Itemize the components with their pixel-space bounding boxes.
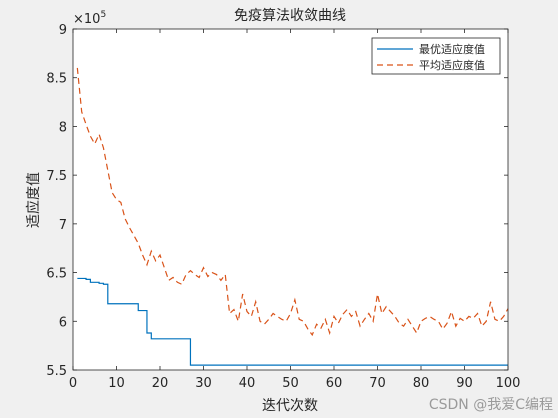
y-axis-label: 适应度值 <box>25 172 42 228</box>
chart-title: 免疫算法收敛曲线 <box>234 8 346 24</box>
y-tick-label: 7.5 <box>46 169 67 184</box>
legend-label-best: 最优适应度值 <box>419 42 485 56</box>
x-tick-label: 70 <box>369 376 386 391</box>
y-exponent-base: ×10 <box>73 12 100 27</box>
y-tick-label: 7 <box>59 218 67 233</box>
x-tick-label: 10 <box>108 376 125 391</box>
y-tick-label: 5.5 <box>46 364 67 379</box>
x-tick-label: 50 <box>282 376 299 391</box>
x-tick-label: 40 <box>239 376 256 391</box>
x-tick-label: 90 <box>456 376 473 391</box>
ticks-layer: 0 10 20 30 40 50 60 70 80 90 100 5.5 6 6.5 7 7.5 8 8.5 9 <box>46 23 520 391</box>
x-axis-label: 迭代次数 <box>262 398 318 414</box>
y-exponent-power: 5 <box>100 10 106 20</box>
x-tick-label: 0 <box>69 376 77 391</box>
x-tick-label: 100 <box>496 376 521 391</box>
y-tick-label: 8 <box>59 120 67 135</box>
y-tick-label: 6 <box>59 315 67 330</box>
plot-area <box>73 29 508 370</box>
legend-label-average: 平均适应度值 <box>419 58 485 72</box>
y-tick-label: 9 <box>59 23 67 38</box>
legend: 最优适应度值 平均适应度值 <box>371 37 501 75</box>
y-tick-label: 6.5 <box>46 267 67 282</box>
x-tick-label: 80 <box>413 376 430 391</box>
series-line-best <box>77 277 508 366</box>
series-line-average <box>76 67 509 337</box>
x-tick-label: 20 <box>152 376 169 391</box>
legend-box <box>371 37 501 75</box>
x-tick-label: 60 <box>326 376 343 391</box>
series-layer <box>76 67 509 366</box>
y-tick-label: 8.5 <box>46 72 67 87</box>
watermark: CSDN @我爱C编程 <box>429 397 553 413</box>
x-tick-label: 30 <box>195 376 212 391</box>
y-exponent-label: ×105 <box>73 10 106 27</box>
